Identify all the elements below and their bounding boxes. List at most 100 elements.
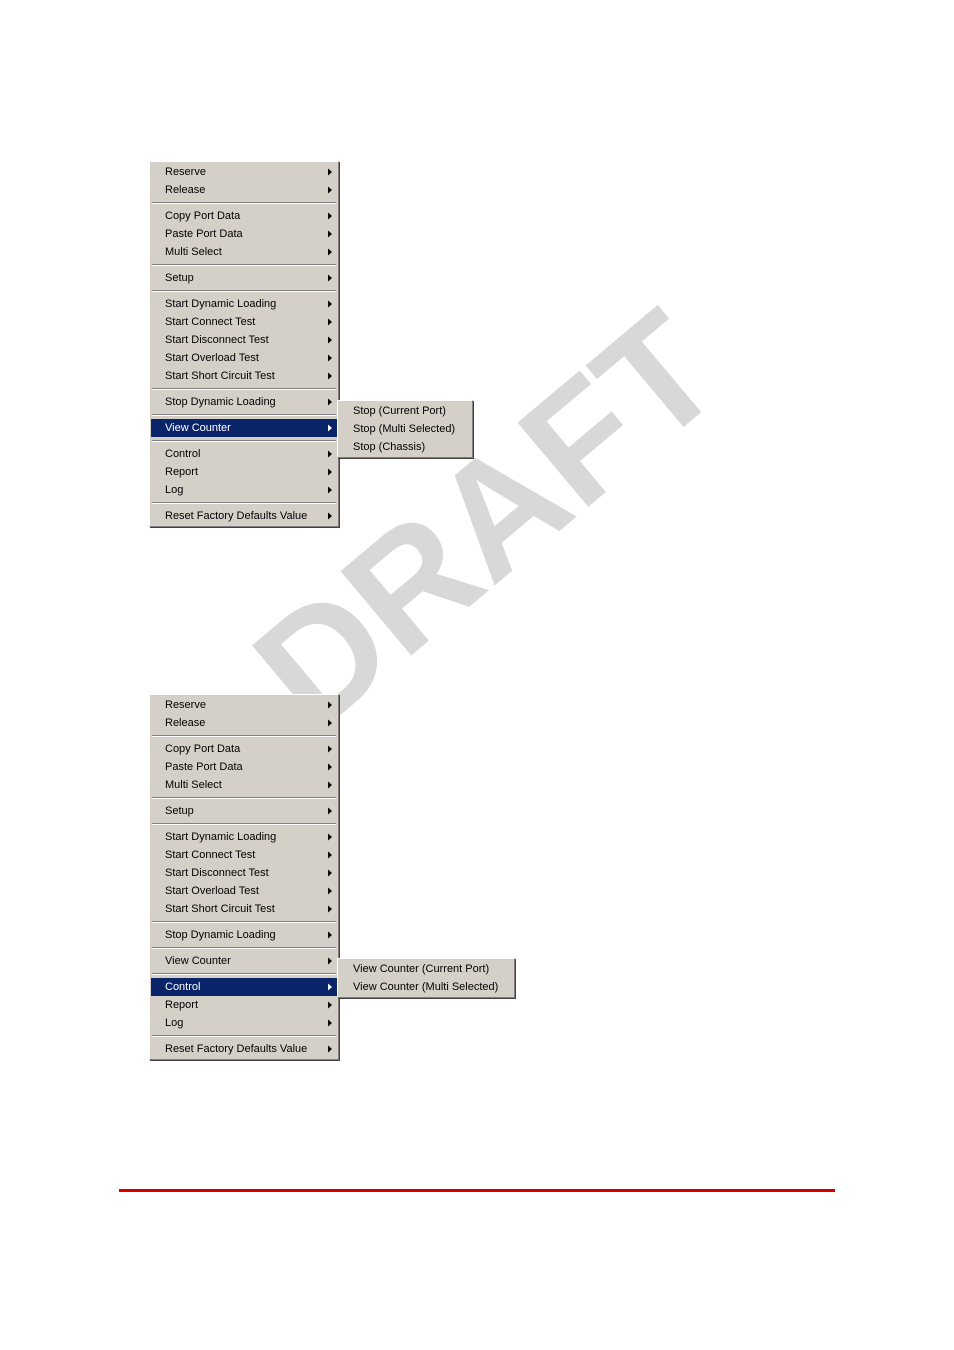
menu-item-start_conn[interactable]: Start Connect Test bbox=[151, 846, 337, 864]
submenu-arrow-icon bbox=[328, 720, 332, 727]
menu-item-label: Start Connect Test bbox=[165, 849, 255, 861]
menu-item-label: Start Overload Test bbox=[165, 885, 259, 897]
menu-item-stop_dyn[interactable]: Stop Dynamic Loading bbox=[151, 393, 337, 411]
menu-item-label: Report bbox=[165, 466, 198, 478]
menu-item-start_short[interactable]: Start Short Circuit Test bbox=[151, 367, 337, 385]
submenu-item-label: Stop (Chassis) bbox=[353, 441, 425, 453]
menu-separator bbox=[152, 202, 336, 204]
menu-item-label: Paste Port Data bbox=[165, 761, 243, 773]
submenu-arrow-icon bbox=[328, 319, 332, 326]
submenu-arrow-icon bbox=[328, 932, 332, 939]
draft-watermark: DRAFT bbox=[0, 0, 954, 1350]
menu-item-view_counter[interactable]: View Counter bbox=[151, 952, 337, 970]
menu-item-copy_port[interactable]: Copy Port Data bbox=[151, 207, 337, 225]
submenu-arrow-icon bbox=[328, 870, 332, 877]
menu-item-reset[interactable]: Reset Factory Defaults Value bbox=[151, 507, 337, 525]
menu-separator bbox=[152, 921, 336, 923]
menu-item-report[interactable]: Report bbox=[151, 463, 337, 481]
menu-item-setup[interactable]: Setup bbox=[151, 269, 337, 287]
menu-item-view_counter[interactable]: View Counter bbox=[151, 419, 337, 437]
submenu-arrow-icon bbox=[328, 1002, 332, 1009]
menu-separator bbox=[152, 797, 336, 799]
menu-item-label: Setup bbox=[165, 272, 194, 284]
menu-item-multi_select[interactable]: Multi Select bbox=[151, 776, 337, 794]
submenu-arrow-icon bbox=[328, 888, 332, 895]
menu-separator bbox=[152, 947, 336, 949]
submenu-arrow-icon bbox=[328, 1020, 332, 1027]
menu-item-label: Log bbox=[165, 1017, 183, 1029]
submenu-arrow-icon bbox=[328, 782, 332, 789]
context-menu: Reserve Release Copy Port Data Paste Port D… bbox=[149, 161, 339, 527]
submenu-item-stop_multi[interactable]: Stop (Multi Selected) bbox=[339, 420, 471, 438]
menu-item-label: Start Disconnect Test bbox=[165, 867, 269, 879]
submenu-arrow-icon bbox=[328, 513, 332, 520]
submenu-arrow-icon bbox=[328, 852, 332, 859]
menu-item-label: View Counter bbox=[165, 422, 231, 434]
menu-item-release[interactable]: Release bbox=[151, 181, 337, 199]
submenu-arrow-icon bbox=[328, 906, 332, 913]
submenu-item-label: View Counter (Current Port) bbox=[353, 963, 489, 975]
submenu-arrow-icon bbox=[328, 169, 332, 176]
menu-item-reserve[interactable]: Reserve bbox=[151, 696, 337, 714]
menu-item-label: Multi Select bbox=[165, 779, 222, 791]
menu-item-label: Release bbox=[165, 717, 205, 729]
menu-item-multi_select[interactable]: Multi Select bbox=[151, 243, 337, 261]
menu-separator bbox=[152, 735, 336, 737]
menu-item-start_dyn[interactable]: Start Dynamic Loading bbox=[151, 295, 337, 313]
menu-item-log[interactable]: Log bbox=[151, 1014, 337, 1032]
menu-item-label: Reserve bbox=[165, 166, 206, 178]
menu-item-log[interactable]: Log bbox=[151, 481, 337, 499]
menu-item-label: Copy Port Data bbox=[165, 210, 240, 222]
menu-item-label: Setup bbox=[165, 805, 194, 817]
menu-item-reserve[interactable]: Reserve bbox=[151, 163, 337, 181]
submenu-item-vc_cur[interactable]: View Counter (Current Port) bbox=[339, 960, 513, 978]
menu-item-label: Control bbox=[165, 448, 200, 460]
menu-separator bbox=[152, 973, 336, 975]
menu-item-label: Release bbox=[165, 184, 205, 196]
submenu-arrow-icon bbox=[328, 834, 332, 841]
menu-item-start_disc[interactable]: Start Disconnect Test bbox=[151, 864, 337, 882]
submenu-arrow-icon bbox=[328, 373, 332, 380]
submenu-arrow-icon bbox=[328, 808, 332, 815]
menu-item-release[interactable]: Release bbox=[151, 714, 337, 732]
page-divider bbox=[119, 1189, 835, 1192]
menu-item-setup[interactable]: Setup bbox=[151, 802, 337, 820]
menu-item-label: Start Overload Test bbox=[165, 352, 259, 364]
menu-item-start_conn[interactable]: Start Connect Test bbox=[151, 313, 337, 331]
submenu-arrow-icon bbox=[328, 337, 332, 344]
menu-item-start_ovl[interactable]: Start Overload Test bbox=[151, 882, 337, 900]
menu-item-start_short[interactable]: Start Short Circuit Test bbox=[151, 900, 337, 918]
menu-item-label: Reset Factory Defaults Value bbox=[165, 1043, 307, 1055]
submenu-arrow-icon bbox=[328, 764, 332, 771]
submenu-item-stop_cur[interactable]: Stop (Current Port) bbox=[339, 402, 471, 420]
submenu-arrow-icon bbox=[328, 249, 332, 256]
context-submenu: Stop (Current Port) Stop (Multi Selected)… bbox=[337, 400, 473, 458]
submenu-arrow-icon bbox=[328, 355, 332, 362]
menu-item-copy_port[interactable]: Copy Port Data bbox=[151, 740, 337, 758]
menu-item-start_dyn[interactable]: Start Dynamic Loading bbox=[151, 828, 337, 846]
submenu-arrow-icon bbox=[328, 275, 332, 282]
submenu-item-label: Stop (Current Port) bbox=[353, 405, 446, 417]
menu-item-control[interactable]: Control bbox=[151, 978, 337, 996]
menu-item-label: Multi Select bbox=[165, 246, 222, 258]
menu-item-label: Reserve bbox=[165, 699, 206, 711]
menu-item-reset[interactable]: Reset Factory Defaults Value bbox=[151, 1040, 337, 1058]
menu-item-start_ovl[interactable]: Start Overload Test bbox=[151, 349, 337, 367]
submenu-item-label: View Counter (Multi Selected) bbox=[353, 981, 498, 993]
menu-item-label: Reset Factory Defaults Value bbox=[165, 510, 307, 522]
menu-item-paste_port[interactable]: Paste Port Data bbox=[151, 758, 337, 776]
menu-item-label: Start Dynamic Loading bbox=[165, 298, 276, 310]
menu-item-label: Report bbox=[165, 999, 198, 1011]
menu-item-label: Start Short Circuit Test bbox=[165, 903, 275, 915]
menu-item-start_disc[interactable]: Start Disconnect Test bbox=[151, 331, 337, 349]
submenu-item-stop_chassis[interactable]: Stop (Chassis) bbox=[339, 438, 471, 456]
menu-item-label: Stop Dynamic Loading bbox=[165, 396, 276, 408]
submenu-arrow-icon bbox=[328, 469, 332, 476]
menu-item-paste_port[interactable]: Paste Port Data bbox=[151, 225, 337, 243]
submenu-arrow-icon bbox=[328, 231, 332, 238]
submenu-item-vc_multi[interactable]: View Counter (Multi Selected) bbox=[339, 978, 513, 996]
menu-separator bbox=[152, 823, 336, 825]
menu-item-control[interactable]: Control bbox=[151, 445, 337, 463]
menu-item-report[interactable]: Report bbox=[151, 996, 337, 1014]
menu-item-stop_dyn[interactable]: Stop Dynamic Loading bbox=[151, 926, 337, 944]
